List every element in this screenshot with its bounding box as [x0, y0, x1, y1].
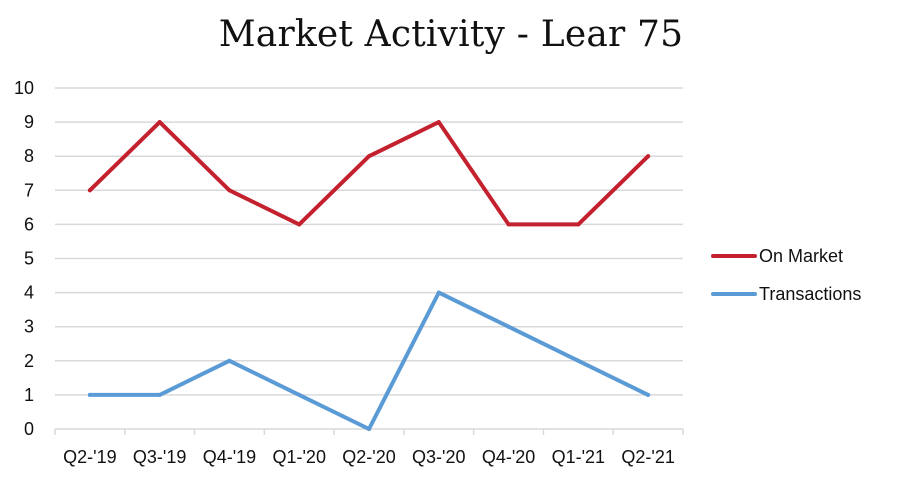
legend: On Market Transactions — [711, 246, 861, 304]
y-tick-label: 10 — [14, 78, 34, 98]
chart-title: Market Activity - Lear 75 — [218, 14, 684, 55]
legend-label: On Market — [759, 246, 843, 266]
series-line-on-market — [87, 120, 651, 227]
y-tick-label: 0 — [24, 419, 34, 439]
x-tick-label: Q4-'20 — [482, 447, 535, 467]
data-point — [157, 392, 162, 397]
data-point — [297, 222, 302, 227]
data-point — [576, 358, 581, 363]
y-tick-label: 6 — [24, 214, 34, 234]
data-point — [506, 324, 511, 329]
data-point — [646, 154, 651, 159]
data-point — [367, 427, 371, 431]
x-tick-label: Q2-'21 — [621, 447, 674, 467]
x-tick-label: Q1-'20 — [272, 447, 325, 467]
y-tick-label: 7 — [24, 180, 34, 200]
axes: 0 1 2 3 4 5 6 7 8 9 10 Q2-'19 Q3-'19 Q4-'19 Q1-'20 Q2-'… — [14, 78, 684, 467]
gridlines — [55, 87, 683, 396]
x-tick-label: Q3-'19 — [133, 447, 186, 467]
data-point — [576, 222, 581, 227]
y-tick-label: 2 — [24, 351, 34, 371]
data-point — [227, 358, 232, 363]
data-point — [157, 120, 162, 125]
data-point — [367, 154, 371, 159]
legend-label: Transactions — [759, 284, 861, 304]
data-point — [87, 392, 92, 397]
data-point — [506, 222, 511, 227]
y-tick-label: 4 — [24, 283, 34, 303]
data-point — [436, 120, 441, 125]
y-tick-label: 1 — [24, 385, 34, 405]
y-tick-label: 8 — [24, 146, 34, 166]
data-point — [436, 290, 441, 295]
y-tick-label: 5 — [24, 249, 34, 269]
data-point — [646, 392, 651, 397]
x-tick-label: Q2-'19 — [63, 447, 116, 467]
x-tick-label: Q3-'20 — [412, 447, 465, 467]
x-tick-label: Q2-'20 — [342, 447, 395, 467]
x-tick-label: Q4-'19 — [203, 447, 256, 467]
y-tick-label: 9 — [24, 112, 34, 132]
data-point — [227, 188, 232, 193]
data-point — [87, 188, 92, 193]
series-lines — [87, 120, 651, 431]
x-tick-label: Q1-'21 — [552, 447, 605, 467]
y-tick-label: 3 — [24, 317, 34, 337]
data-point — [297, 392, 302, 397]
